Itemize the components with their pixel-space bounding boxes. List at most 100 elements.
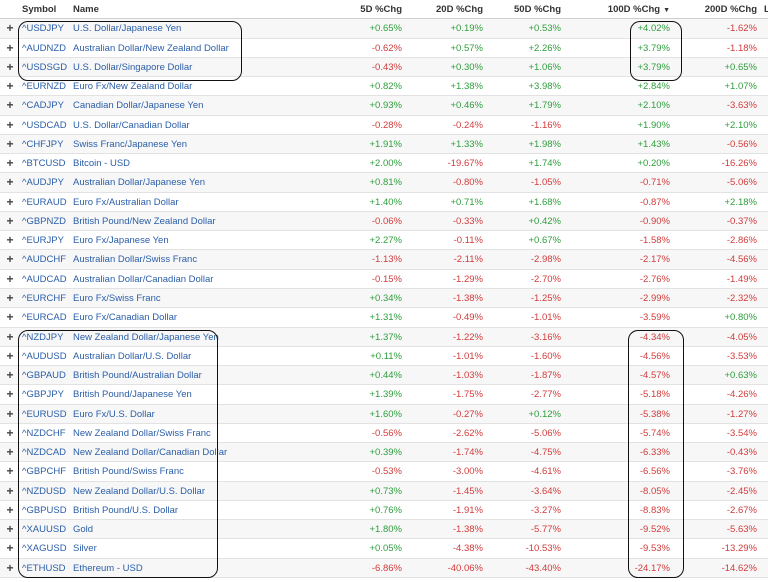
name-link[interactable]: Euro Fx/New Zealand Dollar — [73, 81, 193, 93]
symbol-link[interactable]: ^XAUUSD — [22, 524, 67, 536]
column-header-100d[interactable]: 100D %Chg ▼ — [590, 0, 670, 18]
symbol-link[interactable]: ^USDSGD — [22, 61, 68, 73]
plus-icon[interactable]: + — [6, 79, 14, 94]
plus-icon[interactable]: + — [6, 387, 14, 402]
plus-icon[interactable]: + — [6, 560, 14, 575]
name-link[interactable]: Euro Fx/Swiss Franc — [73, 292, 161, 304]
symbol-link[interactable]: ^EURCAD — [22, 312, 67, 324]
name-link[interactable]: U.S. Dollar/Canadian Dollar — [73, 119, 190, 131]
plus-icon[interactable]: + — [6, 136, 14, 151]
plus-icon[interactable]: + — [6, 98, 14, 113]
symbol-link[interactable]: ^GBPUSD — [22, 504, 67, 516]
plus-icon[interactable]: + — [6, 175, 14, 190]
name-link[interactable]: Euro Fx/Australian Dollar — [73, 196, 179, 208]
value-50d: +1.68% — [528, 196, 562, 208]
plus-icon[interactable]: + — [6, 252, 14, 267]
symbol-link[interactable]: ^USDCAD — [22, 119, 67, 131]
value-100d: -5.38% — [639, 408, 670, 420]
name-link[interactable]: U.S. Dollar/Singapore Dollar — [73, 61, 193, 73]
plus-icon[interactable]: + — [6, 233, 14, 248]
column-header-200d[interactable]: 200D %Chg — [704, 4, 757, 15]
name-link[interactable]: Bitcoin - USD — [73, 158, 131, 170]
name-link[interactable]: Australian Dollar/U.S. Dollar — [73, 350, 192, 362]
symbol-link[interactable]: ^GBPNZD — [22, 215, 67, 227]
name-link[interactable]: New Zealand Dollar/Swiss Franc — [73, 427, 211, 439]
name-link[interactable]: Canadian Dollar/Japanese Yen — [73, 100, 204, 112]
column-header-symbol[interactable]: Symbol — [22, 4, 57, 15]
symbol-link[interactable]: ^ETHUSD — [22, 562, 66, 574]
name-link[interactable]: Ethereum - USD — [73, 562, 143, 574]
column-header-5d[interactable]: 5D %Chg — [360, 4, 402, 15]
name-link[interactable]: Australian Dollar/New Zealand Dollar — [73, 42, 229, 54]
name-link[interactable]: New Zealand Dollar/Canadian Dollar — [73, 447, 228, 459]
plus-icon[interactable]: + — [6, 406, 14, 421]
name-link[interactable]: New Zealand Dollar/U.S. Dollar — [73, 485, 205, 497]
plus-icon[interactable]: + — [6, 59, 14, 74]
symbol-link[interactable]: ^EURJPY — [22, 235, 64, 247]
name-link[interactable]: Euro Fx/Canadian Dollar — [73, 312, 178, 324]
plus-icon[interactable]: + — [6, 522, 14, 537]
plus-icon[interactable]: + — [6, 368, 14, 383]
name-link[interactable]: Australian Dollar/Swiss Franc — [73, 254, 198, 266]
symbol-link[interactable]: ^GBPJPY — [22, 389, 64, 401]
symbol-link[interactable]: ^GBPCHF — [22, 466, 67, 478]
symbol-link[interactable]: ^NZDJPY — [22, 331, 64, 343]
value-5d: -1.13% — [371, 254, 402, 266]
symbol-link[interactable]: ^AUDUSD — [22, 350, 67, 362]
name-link[interactable]: British Pound/U.S. Dollar — [73, 504, 179, 516]
column-header-50d[interactable]: 50D %Chg — [514, 4, 561, 15]
name-link[interactable]: Euro Fx/Japanese Yen — [73, 235, 169, 247]
name-link[interactable]: Gold — [73, 524, 94, 536]
plus-icon[interactable]: + — [6, 290, 14, 305]
value-200d: +0.65% — [724, 61, 758, 73]
table-body: + ^USDJPY U.S. Dollar/Japanese Yen +0.65% +0… — [0, 19, 768, 578]
plus-icon[interactable]: + — [6, 271, 14, 286]
symbol-link[interactable]: ^NZDCAD — [22, 447, 67, 459]
plus-icon[interactable]: + — [6, 445, 14, 460]
symbol-link[interactable]: ^AUDCAD — [22, 273, 67, 285]
symbol-link[interactable]: ^AUDNZD — [22, 42, 67, 54]
plus-icon[interactable]: + — [6, 425, 14, 440]
symbol-link[interactable]: ^EURCHF — [22, 292, 67, 304]
plus-icon[interactable]: + — [6, 541, 14, 556]
name-link[interactable]: Euro Fx/U.S. Dollar — [73, 408, 155, 420]
name-link[interactable]: Australian Dollar/Canadian Dollar — [73, 273, 214, 285]
symbol-link[interactable]: ^EURNZD — [22, 81, 67, 93]
name-link[interactable]: New Zealand Dollar/Japanese Yen — [73, 331, 219, 343]
name-link[interactable]: Australian Dollar/Japanese Yen — [73, 177, 206, 189]
plus-icon[interactable]: + — [6, 156, 14, 171]
name-link[interactable]: Silver — [73, 543, 97, 555]
symbol-link[interactable]: ^NZDUSD — [22, 485, 67, 497]
name-link[interactable]: U.S. Dollar/Japanese Yen — [73, 23, 182, 35]
plus-icon[interactable]: + — [6, 348, 14, 363]
name-link[interactable]: British Pound/Japanese Yen — [73, 389, 192, 401]
symbol-link[interactable]: ^BTCUSD — [22, 158, 66, 170]
symbol-link[interactable]: ^CADJPY — [22, 100, 64, 112]
plus-icon[interactable]: + — [6, 117, 14, 132]
plus-icon[interactable]: + — [6, 21, 14, 36]
plus-icon[interactable]: + — [6, 483, 14, 498]
plus-icon[interactable]: + — [6, 464, 14, 479]
column-header-extra[interactable]: L — [764, 4, 768, 15]
plus-icon[interactable]: + — [6, 40, 14, 55]
plus-icon[interactable]: + — [6, 194, 14, 209]
name-link[interactable]: Swiss Franc/Japanese Yen — [73, 138, 188, 150]
plus-icon[interactable]: + — [6, 502, 14, 517]
name-link[interactable]: British Pound/New Zealand Dollar — [73, 215, 216, 227]
plus-icon[interactable]: + — [6, 329, 14, 344]
symbol-link[interactable]: ^CHFJPY — [22, 138, 64, 150]
symbol-link[interactable]: ^AUDJPY — [22, 177, 64, 189]
plus-icon[interactable]: + — [6, 213, 14, 228]
column-header-name[interactable]: Name — [73, 4, 99, 15]
symbol-link[interactable]: ^AUDCHF — [22, 254, 67, 266]
symbol-link[interactable]: ^XAGUSD — [22, 543, 67, 555]
symbol-link[interactable]: ^EURAUD — [22, 196, 67, 208]
symbol-link[interactable]: ^GBPAUD — [22, 370, 66, 382]
name-link[interactable]: British Pound/Swiss Franc — [73, 466, 184, 478]
symbol-link[interactable]: ^USDJPY — [22, 23, 64, 35]
symbol-link[interactable]: ^EURUSD — [22, 408, 67, 420]
plus-icon[interactable]: + — [6, 310, 14, 325]
symbol-link[interactable]: ^NZDCHF — [22, 427, 66, 439]
column-header-20d[interactable]: 20D %Chg — [436, 4, 483, 15]
name-link[interactable]: British Pound/Australian Dollar — [73, 370, 202, 382]
